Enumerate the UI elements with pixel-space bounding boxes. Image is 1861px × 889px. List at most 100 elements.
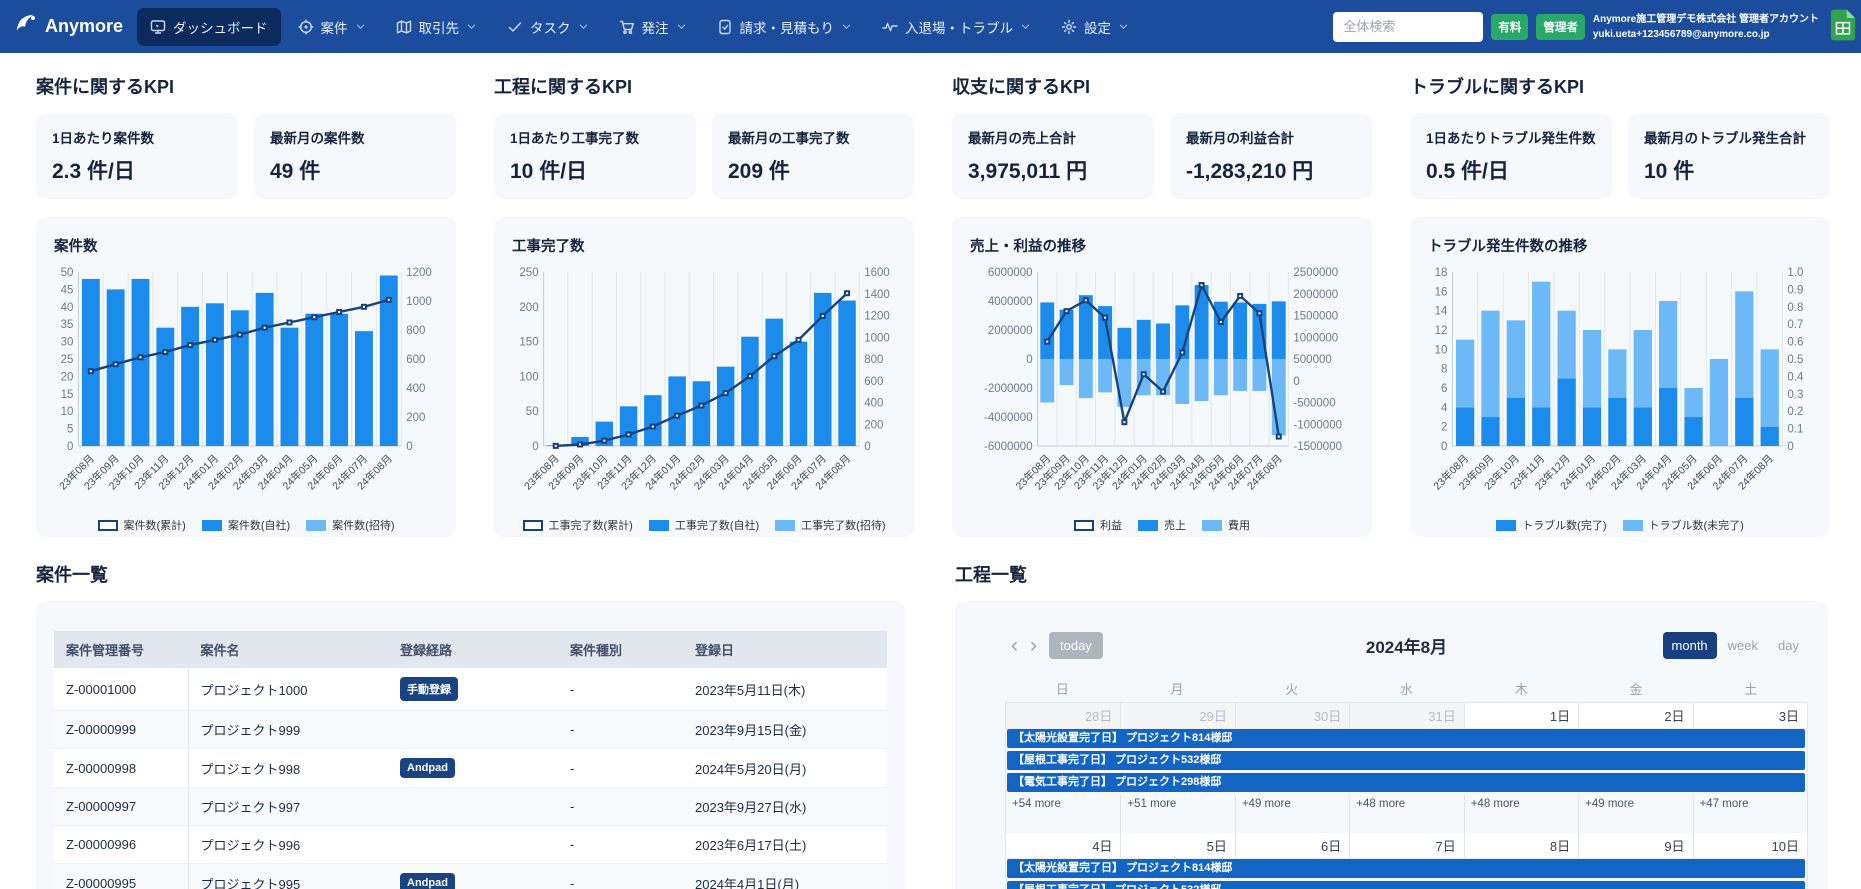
nav-item-label: 設定: [1084, 20, 1112, 36]
nav-item-partners[interactable]: 取引先: [383, 8, 491, 46]
legend-label: 案件数(累計): [123, 520, 186, 532]
svg-text:200: 200: [519, 302, 538, 314]
calendar-date-cell[interactable]: 5日: [1120, 833, 1235, 858]
table-row[interactable]: Z-00000998 プロジェクト998 Andpad -2024年5月20日(月): [54, 748, 887, 788]
calendar-event[interactable]: 【太陽光設置完了日】 プロジェクト814様邸: [1007, 859, 1805, 878]
calendar-date-cell[interactable]: 7日: [1349, 833, 1464, 858]
calendar-event-row: 【太陽光設置完了日】 プロジェクト814様邸: [1006, 729, 1807, 748]
kpi-card: 最新月の案件数 49 件: [254, 113, 456, 199]
calendar-date-cell[interactable]: 29日: [1120, 703, 1235, 728]
kpi-card: 最新月のトラブル発生合計 10 件: [1628, 113, 1830, 199]
calendar-date-cell[interactable]: 4日: [1006, 833, 1121, 858]
more-events-link[interactable]: +49 more: [1234, 795, 1349, 833]
legend-swatch: [201, 519, 222, 531]
legend-swatch: [97, 519, 118, 531]
calendar-event[interactable]: 【電気工事完了日】 プロジェクト298様邸: [1007, 773, 1805, 792]
svg-text:100: 100: [519, 371, 538, 383]
table-cell: プロジェクト996: [188, 825, 388, 864]
svg-text:4000000: 4000000: [988, 296, 1033, 308]
table-cell: プロジェクト1000: [188, 668, 388, 711]
nav-item-invoices[interactable]: 請求・見積もり: [704, 8, 866, 46]
calendar-date-cell[interactable]: 3日: [1692, 703, 1807, 728]
kpi-label: 最新月の工事完了数: [728, 131, 850, 146]
svg-text:1600: 1600: [864, 267, 890, 279]
view-button-week[interactable]: week: [1719, 632, 1767, 659]
svg-text:1200: 1200: [406, 267, 432, 279]
svg-text:400: 400: [864, 398, 883, 410]
svg-text:-500000: -500000: [1293, 398, 1335, 410]
nav-item-tasks[interactable]: タスク: [494, 8, 602, 46]
view-button-month[interactable]: month: [1662, 631, 1717, 659]
calendar-date-cell[interactable]: 9日: [1578, 833, 1693, 858]
kpi-card: 1日あたり案件数 2.3 件/日: [36, 113, 238, 199]
today-button[interactable]: today: [1049, 631, 1103, 659]
legend-swatch: [1496, 519, 1517, 531]
nav-item-settings[interactable]: 設定: [1048, 8, 1142, 46]
kpi-cards-row: 1日あたりトラブル発生件数 0.5 件/日 最新月のトラブル発生合計 10 件: [1410, 113, 1830, 199]
calendar-date-cell[interactable]: 28日: [1006, 703, 1121, 728]
table-row[interactable]: Z-00000999 プロジェクト999 -2023年9月15日(金): [54, 710, 887, 749]
spreadsheet-icon[interactable]: [1829, 8, 1857, 46]
table-row[interactable]: Z-00000995 プロジェクト995 Andpad -2024年4月1日(月): [54, 863, 887, 889]
svg-text:4: 4: [1441, 402, 1448, 414]
role-badge: 管理者: [1536, 13, 1585, 40]
table-row[interactable]: Z-00001000 プロジェクト1000 手動登録 -2023年5月11日(木): [54, 668, 887, 711]
legend-label: 案件数(招待): [332, 520, 395, 532]
table-cell: Z-00000997: [54, 787, 189, 826]
table-row[interactable]: Z-00000997 プロジェクト997 -2023年9月27日(水): [54, 787, 887, 826]
calendar-event[interactable]: 【太陽光設置完了日】 プロジェクト814様邸: [1007, 729, 1805, 748]
chart-legend: 案件数(累計) 案件数(自社) 案件数(招待): [52, 517, 440, 533]
account-email: yuki.ueta+123456789@anymore.co.jp: [1592, 28, 1770, 40]
calendar-event[interactable]: 【屋根工事完了日】 プロジェクト532様邸: [1007, 751, 1805, 770]
nav-item-dashboard[interactable]: ダッシュボード: [137, 7, 281, 46]
more-events-link[interactable]: +48 more: [1349, 795, 1463, 833]
view-button-day[interactable]: day: [1769, 632, 1808, 659]
table-cell: [388, 787, 558, 826]
app-logo[interactable]: Anymore: [14, 12, 123, 41]
legend-item: トラブル数(未完了): [1622, 517, 1744, 533]
table-cell: -: [558, 863, 683, 889]
table-cell: -: [558, 748, 683, 788]
more-events-link[interactable]: +54 more: [1012, 798, 1061, 810]
check-icon: [507, 19, 523, 35]
legend-item: 工事完了数(招待): [775, 517, 885, 533]
table-row[interactable]: Z-00000996 プロジェクト996 -2023年6月17日(土): [54, 825, 887, 864]
calendar-event-row: 【屋根工事完了日】 プロジェクト532様邸: [1006, 881, 1807, 889]
svg-text:800: 800: [864, 354, 883, 366]
account-company: Anymore施工管理デモ株式会社 管理者アカウント: [1592, 13, 1819, 25]
global-search-input[interactable]: [1333, 11, 1484, 42]
nav-item-projects[interactable]: 案件: [285, 8, 379, 46]
calendar-event[interactable]: 【屋根工事完了日】 プロジェクト532様邸: [1007, 881, 1805, 889]
calendar-event-row: 【太陽光設置完了日】 プロジェクト814様邸: [1006, 859, 1807, 878]
calendar-date-cell[interactable]: 30日: [1234, 703, 1350, 728]
more-events-link[interactable]: +47 more: [1692, 795, 1807, 833]
nav-item-entry-trouble[interactable]: 入退場・トラブル: [869, 8, 1044, 46]
kpi-value: 3,975,011 円: [968, 160, 1088, 183]
calendar-date-cell[interactable]: 31日: [1349, 703, 1464, 728]
table-cell: 2023年5月11日(木): [683, 668, 887, 711]
more-events-link[interactable]: +49 more: [1578, 795, 1692, 833]
calendar-date-cell[interactable]: 10日: [1692, 833, 1807, 858]
next-month-button[interactable]: ›: [1024, 635, 1043, 656]
legend-swatch: [648, 519, 669, 531]
svg-text:0.3: 0.3: [1787, 389, 1803, 401]
calendar-date-cell[interactable]: 1日: [1463, 703, 1579, 728]
table-cell: プロジェクト995: [188, 863, 388, 889]
nav-item-orders[interactable]: 発注: [606, 8, 700, 46]
chevron-down-icon: [466, 21, 477, 32]
calendar-date-cell[interactable]: 8日: [1463, 833, 1579, 858]
prev-month-button[interactable]: ‹: [1005, 635, 1024, 656]
kpi-cards-row: 最新月の売上合計 3,975,011 円 最新月の利益合計 -1,283,210 円: [952, 113, 1372, 199]
kpi-card: 1日あたり工事完了数 10 件/日: [494, 113, 696, 199]
calendar-date-cell[interactable]: 6日: [1234, 833, 1350, 858]
kpi-label: 1日あたりトラブル発生件数: [1426, 131, 1596, 146]
chart-canvas: 0 2 4 6 8 10 12 14 16 18 0 0.1 0.2 0.3 0.4 0.5 0.6 0.7 0.8…: [1426, 262, 1814, 519]
svg-text:2500000: 2500000: [1293, 267, 1338, 279]
calendar-date-cell[interactable]: 2日: [1578, 703, 1693, 728]
more-events-link[interactable]: +51 more: [1120, 795, 1234, 833]
svg-text:1.0: 1.0: [1787, 267, 1803, 279]
more-events-link[interactable]: +48 more: [1463, 795, 1578, 833]
kpi-grid: 案件に関するKPI 1日あたり案件数 2.3 件/日 最新月の案件数 49 件案件数 0 5…: [36, 73, 1861, 537]
svg-text:8: 8: [1441, 364, 1447, 376]
table-cell: プロジェクト999: [188, 710, 388, 749]
